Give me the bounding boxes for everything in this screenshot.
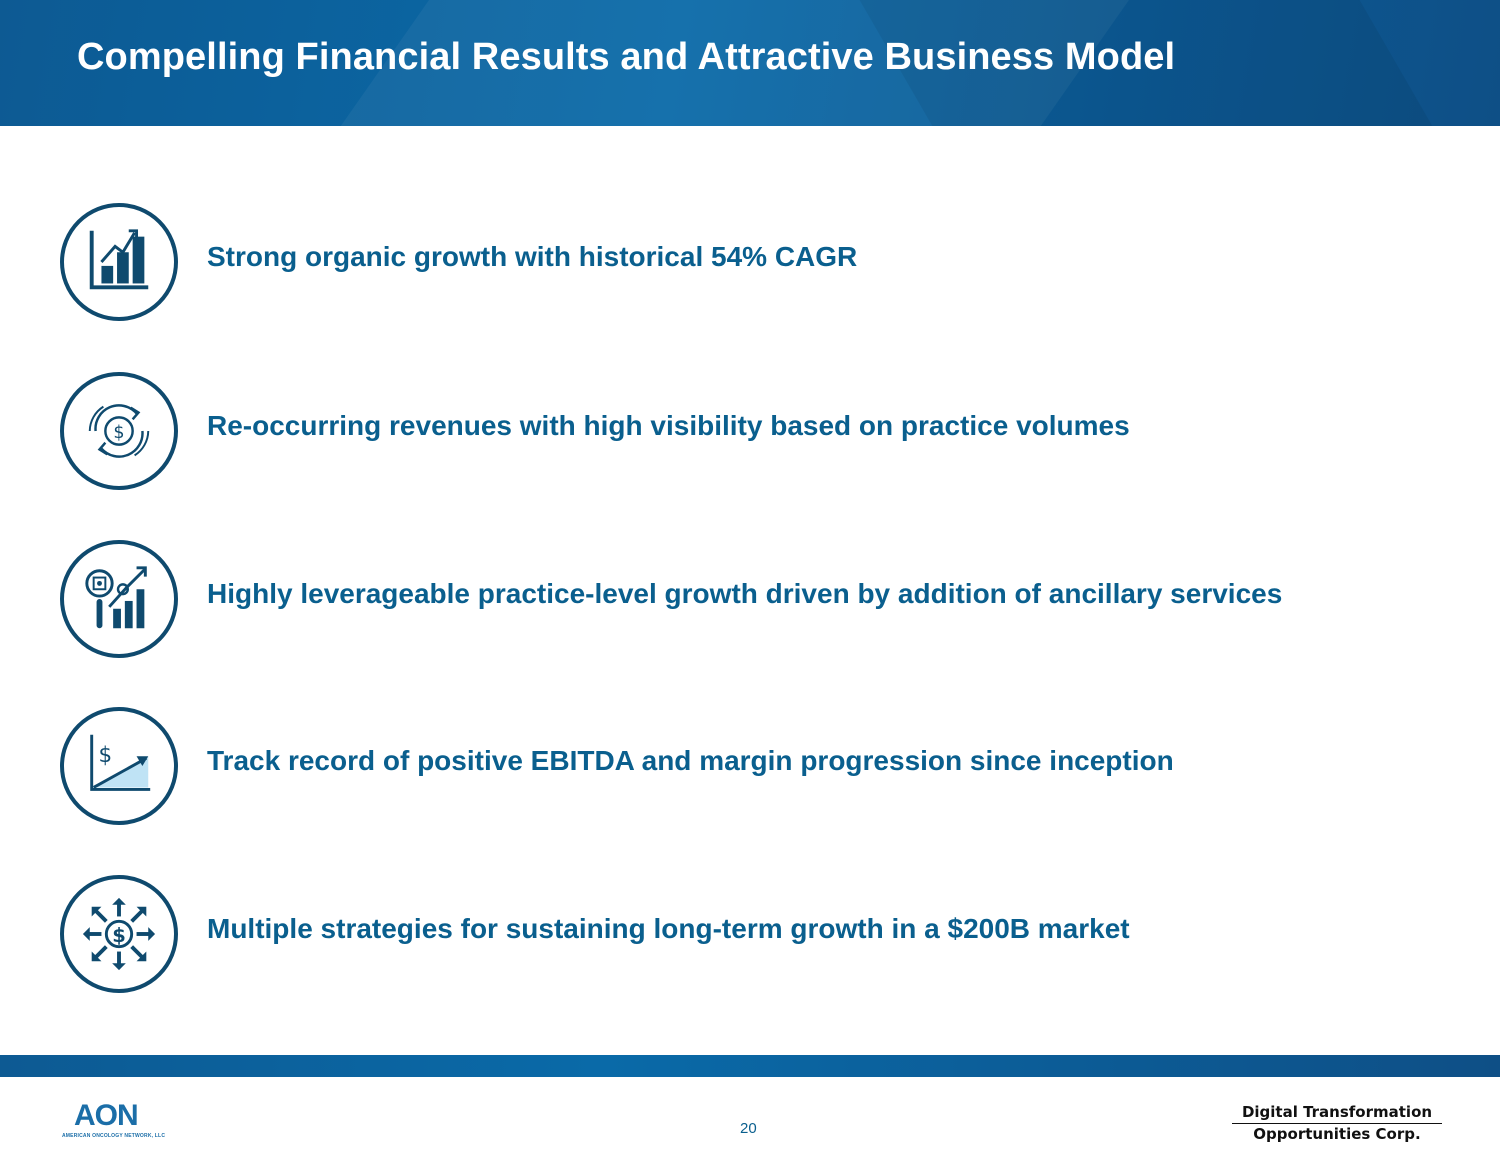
- footer-band: [0, 1055, 1500, 1077]
- item-text: Multiple strategies for sustaining long-…: [207, 913, 1130, 944]
- header-banner: Compelling Financial Results and Attract…: [0, 0, 1500, 126]
- list-item-growth: Strong organic growth with historical 54…: [60, 203, 1480, 321]
- dto-logo-line2: Opportunities Corp.: [1253, 1125, 1421, 1143]
- recurring-revenue-icon: $: [60, 372, 178, 490]
- ebitda-progression-icon: $: [60, 707, 178, 825]
- aon-logo: AON AMERICAN ONCOLOGY NETWORK, LLC: [60, 1095, 170, 1145]
- svg-text:$: $: [113, 423, 124, 443]
- item-text: Track record of positive EBITDA and marg…: [207, 745, 1174, 776]
- list-item-leverage: Highly leverageable practice-level growt…: [60, 540, 1480, 658]
- aon-logo-mark: AON: [74, 1099, 139, 1132]
- item-text: Strong organic growth with historical 54…: [207, 241, 858, 272]
- item-text: Re-occurring revenues with high visibili…: [207, 410, 1130, 441]
- bar-chart-growth-icon: [60, 203, 178, 321]
- dto-logo-line1: Digital Transformation: [1232, 1103, 1442, 1124]
- list-item-strategies: $ Multiple strategies for sustaining lon…: [60, 875, 1480, 993]
- multiple-strategies-icon: $: [60, 875, 178, 993]
- leverage-growth-icon: [60, 540, 178, 658]
- item-text: Highly leverageable practice-level growt…: [207, 578, 1283, 609]
- svg-text:$: $: [112, 924, 126, 947]
- svg-text:$: $: [99, 743, 113, 768]
- page-number: 20: [740, 1120, 757, 1137]
- list-item-ebitda: $ Track record of positive EBITDA and ma…: [60, 707, 1480, 825]
- page-title: Compelling Financial Results and Attract…: [77, 36, 1176, 78]
- list-item-revenues: $ Re-occurring revenues with high visibi…: [60, 372, 1480, 490]
- dto-logo: Digital Transformation Opportunities Cor…: [1232, 1103, 1442, 1144]
- aon-logo-subtitle: AMERICAN ONCOLOGY NETWORK, LLC: [62, 1133, 166, 1139]
